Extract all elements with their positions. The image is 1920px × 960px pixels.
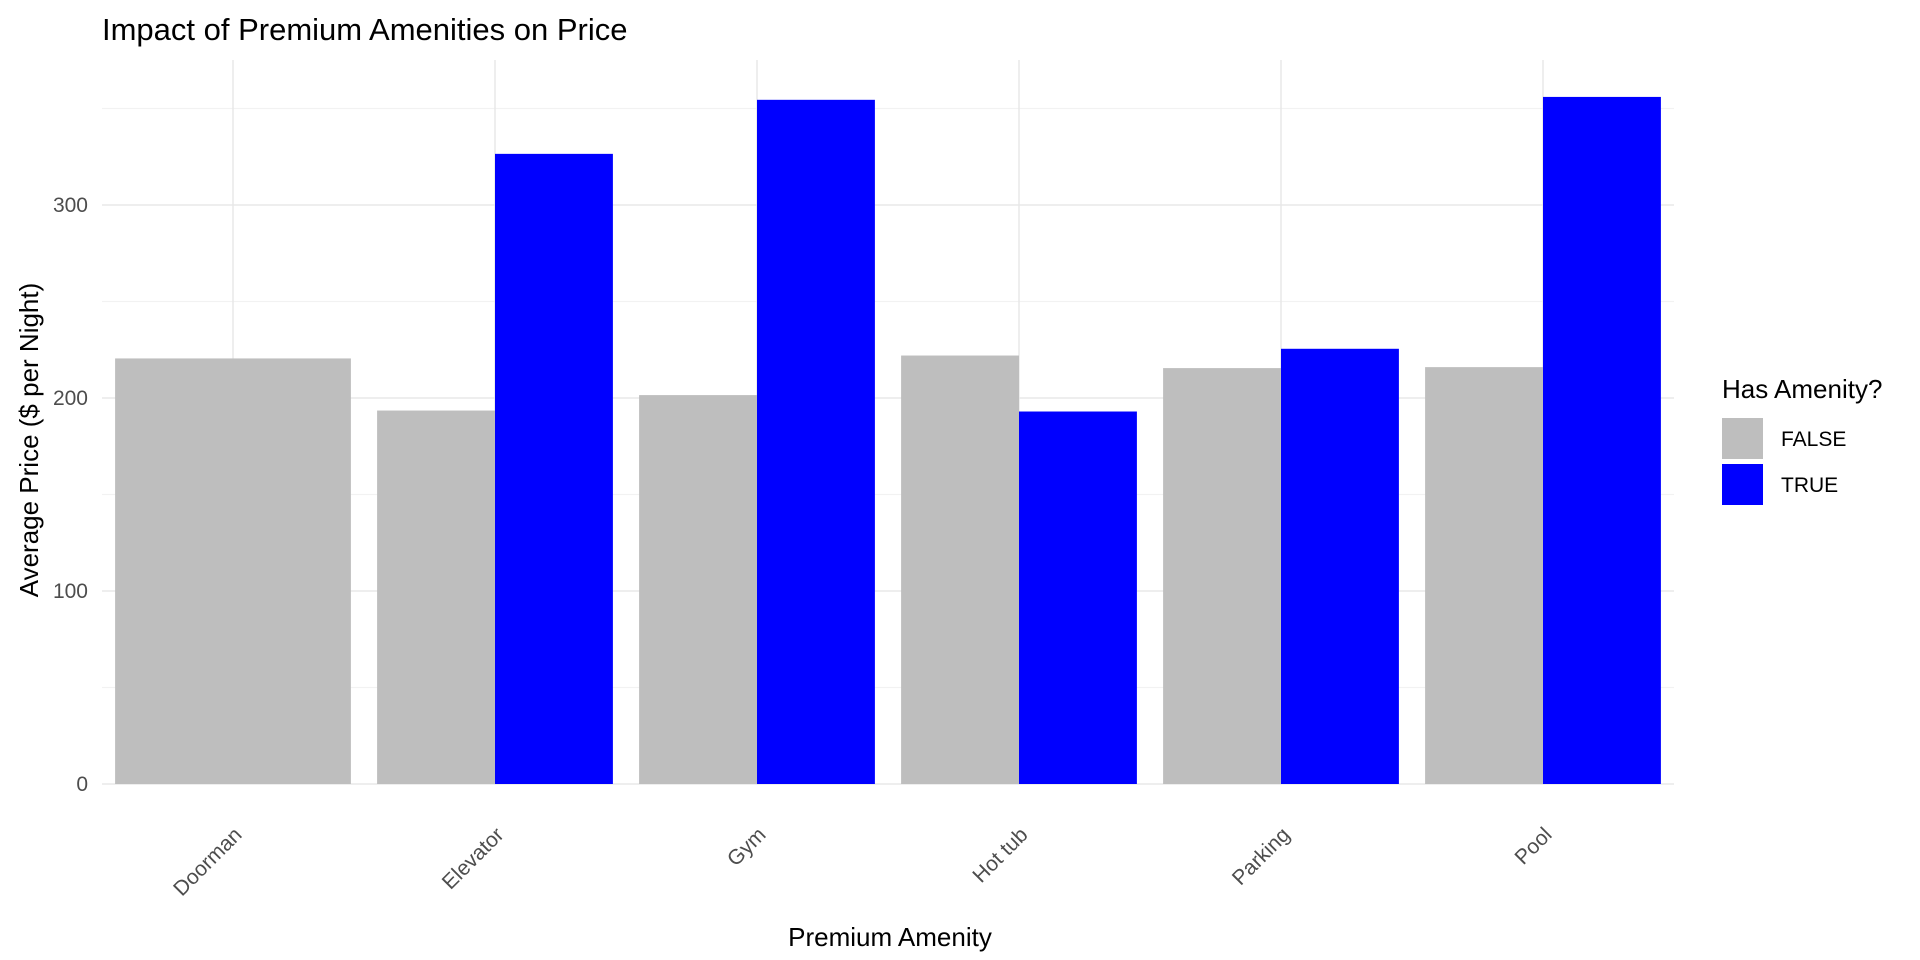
chart-title: Impact of Premium Amenities on Price bbox=[102, 12, 627, 47]
x-axis-ticks: Doorman Elevator Gym Hot tub Parking Pool bbox=[169, 823, 1556, 900]
y-tick-label: 200 bbox=[53, 387, 88, 410]
bar-true-parking bbox=[1281, 348, 1399, 784]
x-tick-label: Parking bbox=[1228, 823, 1295, 890]
legend-swatch-false bbox=[1722, 418, 1763, 459]
y-tick-label: 100 bbox=[53, 580, 88, 603]
x-tick-label: Gym bbox=[723, 823, 771, 871]
bar-true-hot-tub bbox=[1019, 411, 1137, 784]
x-tick-label: Pool bbox=[1511, 823, 1557, 869]
bar-false-pool bbox=[1425, 367, 1543, 784]
y-axis-ticks: 0 100 200 300 bbox=[53, 194, 88, 796]
bars bbox=[115, 96, 1661, 785]
y-tick-label: 300 bbox=[53, 194, 88, 217]
bar-false-doorman bbox=[115, 358, 351, 784]
y-tick-label: 0 bbox=[76, 773, 88, 796]
bar-false-parking bbox=[1163, 368, 1281, 784]
legend-label-false: FALSE bbox=[1781, 428, 1846, 451]
legend-title: Has Amenity? bbox=[1722, 374, 1882, 404]
legend-label-true: TRUE bbox=[1781, 474, 1838, 497]
y-axis-title: Average Price ($ per Night) bbox=[14, 283, 44, 598]
x-tick-label: Doorman bbox=[169, 823, 246, 900]
x-axis-title: Premium Amenity bbox=[788, 922, 992, 952]
x-tick-label: Hot tub bbox=[968, 823, 1032, 887]
x-tick-label: Elevator bbox=[438, 823, 509, 894]
bar-true-gym bbox=[757, 99, 875, 784]
bar-false-hot-tub bbox=[901, 355, 1019, 784]
bar-false-elevator bbox=[377, 410, 495, 784]
legend-swatch-true bbox=[1722, 464, 1763, 505]
bar-true-elevator bbox=[495, 153, 613, 785]
bar-false-gym bbox=[639, 395, 757, 784]
legend: Has Amenity? FALSE TRUE bbox=[1722, 374, 1882, 505]
bar-true-pool bbox=[1543, 96, 1661, 785]
minor-gridlines bbox=[102, 107, 1674, 689]
